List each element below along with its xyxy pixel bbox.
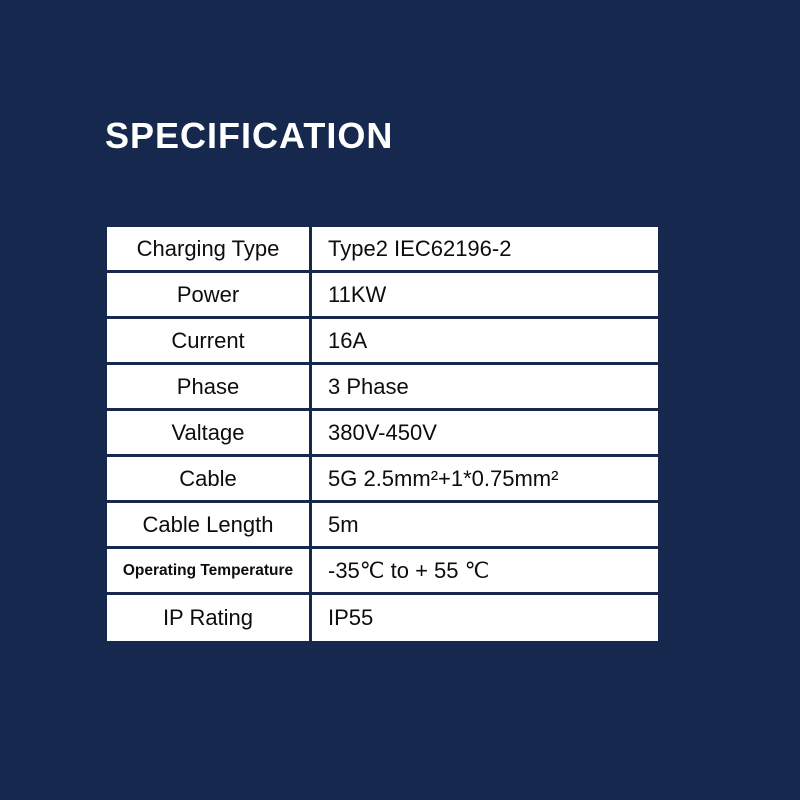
spec-value: 11KW [312,273,658,316]
spec-value: 16A [312,319,658,362]
table-row: IP Rating IP55 [107,595,658,641]
spec-value: 5m [312,503,658,546]
page-title: SPECIFICATION [105,115,393,157]
spec-value: 3 Phase [312,365,658,408]
table-row: Current 16A [107,319,658,365]
spec-label: Power [107,273,312,316]
spec-value: -35℃ to + 55 ℃ [312,549,658,592]
table-row: Cable Length 5m [107,503,658,549]
table-row: Valtage 380V-450V [107,411,658,457]
spec-label: Cable Length [107,503,312,546]
spec-label: Valtage [107,411,312,454]
spec-value: 5G 2.5mm²+1*0.75mm² [312,457,658,500]
spec-value: IP55 [312,595,658,641]
spec-label: Operating Temperature [107,549,312,592]
table-row: Operating Temperature -35℃ to + 55 ℃ [107,549,658,595]
spec-label: Current [107,319,312,362]
spec-value: Type2 IEC62196-2 [312,227,658,270]
table-row: Charging Type Type2 IEC62196-2 [107,227,658,273]
table-row: Cable 5G 2.5mm²+1*0.75mm² [107,457,658,503]
spec-table: Charging Type Type2 IEC62196-2 Power 11K… [105,225,660,643]
table-row: Power 11KW [107,273,658,319]
spec-value: 380V-450V [312,411,658,454]
spec-label: IP Rating [107,595,312,641]
spec-label: Cable [107,457,312,500]
table-row: Phase 3 Phase [107,365,658,411]
spec-label: Phase [107,365,312,408]
spec-label: Charging Type [107,227,312,270]
